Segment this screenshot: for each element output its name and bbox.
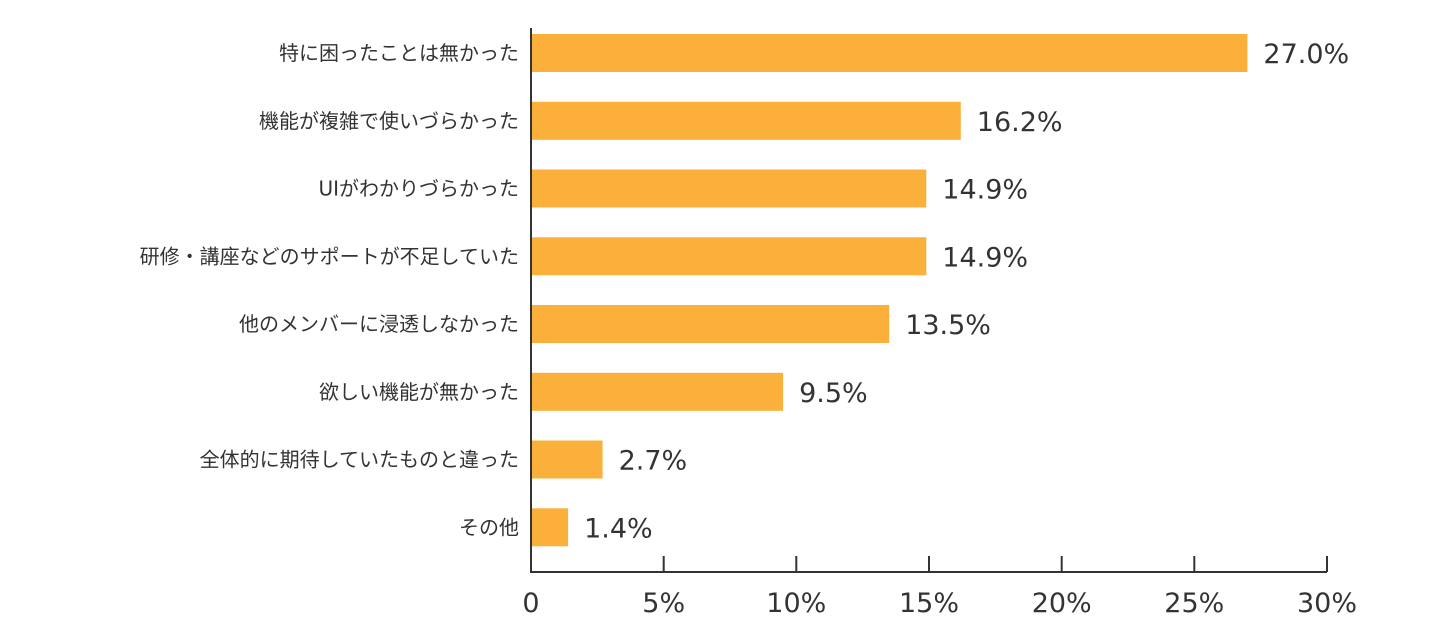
x-tick-label: 25% (1164, 588, 1224, 619)
axes-group: 0 5% 10% 15% 20% 25% 30% (522, 28, 1357, 619)
bar (531, 237, 927, 276)
value-labels-group: 27.0% 16.2% 14.9% 14.9% 13.5% 9.5% 2.7% 1.4% (584, 39, 1349, 544)
category-label: その他 (459, 515, 519, 539)
bar (531, 372, 784, 411)
data-label: 9.5% (799, 378, 868, 409)
x-tick-label: 10% (766, 588, 826, 619)
bar (531, 305, 890, 343)
category-label: 研修・講座などのサポートが不足していた (140, 244, 519, 268)
bar (531, 508, 569, 547)
bar (531, 440, 603, 479)
x-tick-label: 0 (522, 588, 539, 619)
bar (531, 169, 927, 208)
bars-group (531, 34, 1248, 547)
bar (531, 34, 1248, 72)
bar (531, 101, 961, 140)
data-label: 16.2% (977, 107, 1063, 138)
data-label: 27.0% (1263, 39, 1349, 70)
x-tick-label: 5% (642, 588, 685, 619)
data-label: 14.9% (942, 242, 1028, 273)
category-label: UIがわかりづらかった (318, 177, 519, 201)
x-tick-label: 20% (1032, 588, 1092, 619)
data-label: 13.5% (905, 310, 991, 341)
category-label: 特に困ったことは無かった (279, 41, 519, 65)
data-label: 2.7% (619, 446, 688, 477)
x-tick-label: 30% (1297, 588, 1357, 619)
data-label: 14.9% (942, 175, 1028, 206)
category-label: 欲しい機能が無かった (319, 380, 519, 404)
category-label: 機能が複雑で使いづらかった (259, 109, 519, 133)
category-label: 全体的に期待していたものと違った (200, 448, 519, 472)
x-tick-label: 15% (899, 588, 959, 619)
data-label: 1.4% (584, 513, 653, 544)
category-label: 他のメンバーに浸透しなかった (239, 312, 519, 336)
